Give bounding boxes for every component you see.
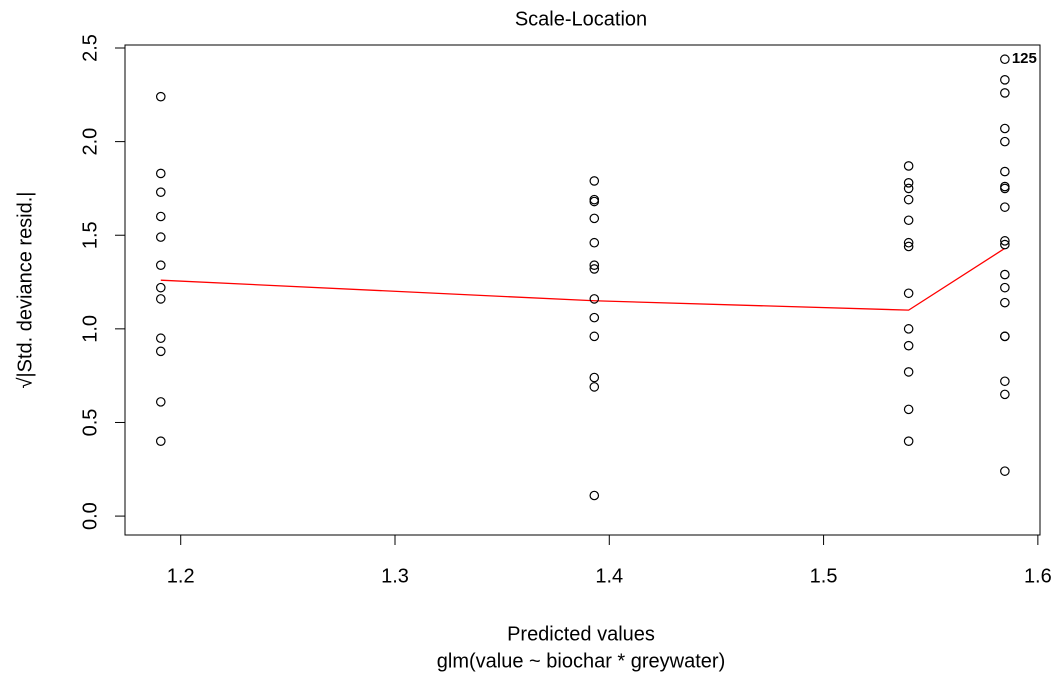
point	[1000, 297, 1010, 308]
point	[589, 490, 600, 501]
plot-frame	[124, 44, 1041, 536]
point	[1000, 54, 1010, 65]
point	[903, 288, 914, 299]
point	[903, 340, 914, 351]
point	[1000, 75, 1010, 85]
y-tick-label: 1.0	[79, 315, 101, 343]
point	[589, 372, 600, 383]
point	[589, 260, 600, 270]
point	[1000, 181, 1010, 192]
x-axis-label: Predicted values	[507, 623, 655, 645]
y-tick-label: 2.5	[79, 34, 101, 62]
point	[903, 324, 914, 334]
smooth-line	[160, 247, 1006, 311]
point	[589, 264, 600, 274]
point	[155, 346, 166, 357]
point	[155, 282, 166, 293]
point	[155, 294, 166, 304]
chart-title: Scale-Location	[515, 8, 647, 30]
point	[1000, 202, 1010, 212]
point	[1000, 123, 1010, 134]
point	[589, 382, 600, 392]
point	[155, 260, 166, 270]
y-tick-label: 1.5	[79, 221, 101, 249]
point	[155, 232, 166, 242]
point	[903, 237, 914, 248]
subtitle: glm(value ~ biochar * greywater)	[437, 650, 725, 672]
x-tick-label: 1.2	[167, 565, 195, 587]
point	[1000, 282, 1010, 293]
point	[1000, 376, 1010, 387]
y-axis-label: √|Std. deviance resid.|	[14, 191, 36, 388]
point	[903, 404, 914, 415]
y-tick-label: 0.5	[79, 409, 101, 437]
point	[903, 183, 914, 194]
point	[903, 241, 914, 252]
x-tick-label: 1.5	[810, 565, 838, 587]
point	[1000, 239, 1010, 250]
x-tick-label: 1.6	[1024, 565, 1052, 587]
point	[155, 168, 166, 179]
point	[589, 294, 600, 304]
x-tick-label: 1.4	[595, 565, 623, 587]
point	[903, 215, 914, 226]
point	[903, 161, 914, 171]
point	[1000, 136, 1010, 147]
point	[1000, 183, 1010, 194]
point	[903, 436, 914, 446]
point	[903, 367, 914, 377]
point	[589, 331, 600, 342]
point	[589, 237, 600, 248]
point-label: 125	[1012, 50, 1037, 67]
point	[589, 213, 600, 224]
y-tick-label: 0.0	[79, 502, 101, 530]
point	[155, 397, 166, 407]
point	[155, 333, 166, 344]
y-tick-label: 2.0	[79, 128, 101, 156]
point	[589, 312, 600, 323]
point	[589, 176, 600, 186]
point	[589, 196, 600, 207]
point	[155, 91, 166, 102]
point	[1000, 331, 1010, 342]
point	[903, 178, 914, 188]
point	[1000, 269, 1010, 280]
point	[1000, 88, 1010, 98]
point	[589, 194, 600, 205]
point	[1000, 236, 1010, 246]
point	[903, 194, 914, 205]
point	[155, 211, 166, 222]
point	[1000, 389, 1010, 400]
point	[155, 187, 166, 197]
point	[1000, 466, 1010, 476]
point	[1000, 166, 1010, 177]
x-tick-label: 1.3	[381, 565, 409, 587]
point	[155, 436, 166, 446]
